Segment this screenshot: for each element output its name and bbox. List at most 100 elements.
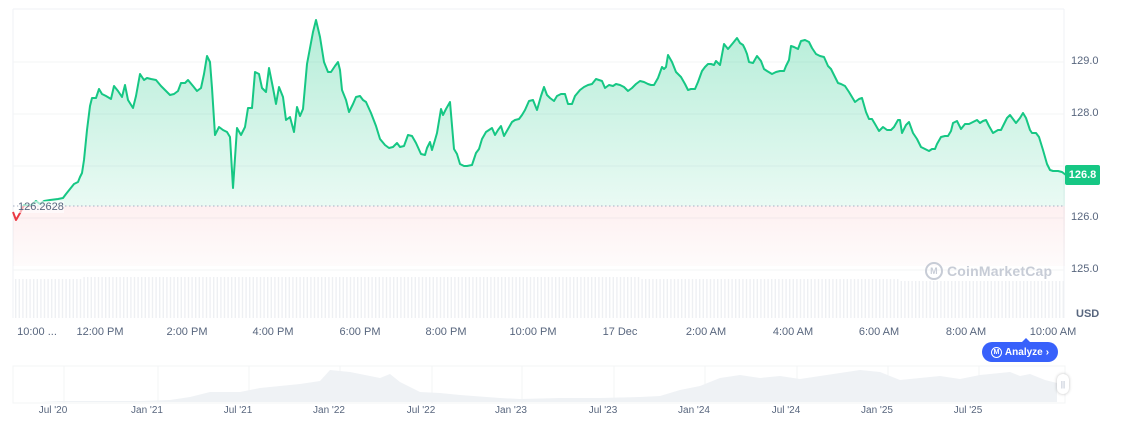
volume-bar (742, 279, 744, 318)
volume-bar (94, 277, 96, 318)
volume-bar (774, 279, 776, 318)
volume-bar (573, 277, 575, 318)
volume-bar (933, 281, 935, 318)
volume-bar (1030, 281, 1032, 318)
volume-bar (472, 277, 474, 318)
volume-bar (151, 277, 154, 318)
volume-bar (591, 277, 593, 318)
volume-bar (249, 277, 251, 318)
currency-label: USD (1076, 308, 1100, 320)
volume-bar (317, 277, 319, 318)
volume-bar (51, 279, 53, 318)
volume-bar (1023, 281, 1025, 318)
drag-handle-icon: || (1060, 379, 1066, 389)
volume-bar (335, 277, 337, 318)
volume-bar (623, 277, 625, 318)
volume-bar (900, 281, 902, 318)
volume-bar (461, 277, 463, 318)
chevron-right-icon: › (1045, 346, 1050, 358)
volume-bar (22, 279, 24, 318)
volume-bar (418, 277, 420, 318)
volume-bar (846, 279, 848, 318)
volume-bar (259, 277, 262, 318)
volume-bar (87, 277, 89, 318)
volume-bar (587, 277, 589, 318)
volume-bar (760, 279, 762, 318)
volume-bar (627, 277, 629, 318)
volume-bar (421, 277, 424, 318)
volume-bar (443, 277, 445, 318)
volume-bars (15, 277, 1064, 318)
volume-bar (241, 277, 244, 318)
volume-bar (1048, 281, 1050, 318)
volume-bar (547, 277, 550, 318)
volume-bar (101, 277, 103, 318)
volume-bar (850, 279, 852, 318)
volume-bar (947, 281, 949, 318)
volume-bar (90, 277, 92, 318)
volume-bar (321, 277, 323, 318)
volume-bar (1001, 281, 1003, 318)
volume-bar (447, 277, 449, 318)
volume-bar (843, 279, 845, 318)
y-axis-label: 126.0 (1071, 211, 1099, 223)
volume-bar (198, 277, 200, 318)
volume-bar (915, 281, 917, 318)
volume-bar (202, 277, 204, 318)
volume-bar (994, 281, 996, 318)
volume-bar (879, 279, 881, 318)
volume-bar (821, 279, 823, 318)
volume-bar (609, 277, 611, 318)
volume-bar (724, 279, 726, 318)
volume-bar (907, 281, 910, 318)
volume-bar (601, 277, 604, 318)
volume-bar (465, 277, 467, 318)
volume-bar (367, 277, 370, 318)
volume-bar (961, 281, 964, 318)
volume-bar (25, 279, 28, 318)
volume-bar (519, 277, 521, 318)
analyze-label: Analyze (1004, 346, 1043, 358)
volume-bar (303, 277, 305, 318)
volume-bar (195, 277, 197, 318)
volume-bar (429, 277, 431, 318)
volume-bar (828, 279, 830, 318)
volume-bar (1041, 281, 1043, 318)
volume-bar (173, 277, 175, 318)
current-price-badge: 126.8 (1065, 165, 1100, 185)
price-area-fill-below (13, 206, 1065, 266)
volume-bar (897, 279, 899, 318)
ai-analyze-icon: M (990, 346, 1002, 358)
volume-bar (803, 279, 805, 318)
volume-bar (349, 277, 352, 318)
volume-bar (922, 281, 924, 318)
volume-bar (1005, 281, 1007, 318)
volume-bar (263, 277, 265, 318)
volume-bar (655, 279, 658, 318)
navigator-axis-label: Jul '20 (38, 405, 68, 416)
volume-bar (807, 279, 809, 318)
volume-bar (551, 277, 553, 318)
volume-bar (36, 279, 38, 318)
volume-bar (342, 277, 344, 318)
volume-bar (234, 277, 236, 318)
volume-bar (738, 279, 740, 318)
y-axis-label: 129.0 (1071, 55, 1099, 67)
volume-bar (853, 279, 856, 318)
volume-bar (144, 277, 146, 318)
volume-bar (817, 279, 820, 318)
volume-bar (868, 279, 870, 318)
volume-bar (670, 279, 672, 318)
volume-bar (555, 277, 557, 318)
analyze-button[interactable]: M Analyze › (982, 338, 1058, 362)
navigator-axis-label: Jan '23 (495, 405, 527, 416)
volume-bar (569, 277, 571, 318)
navigator-drag-handle[interactable]: || (1057, 374, 1069, 394)
volume-bar (1015, 281, 1018, 318)
volume-bar (389, 277, 391, 318)
volume-bar (634, 277, 636, 318)
volume-bar (324, 277, 326, 318)
volume-bar (436, 277, 438, 318)
